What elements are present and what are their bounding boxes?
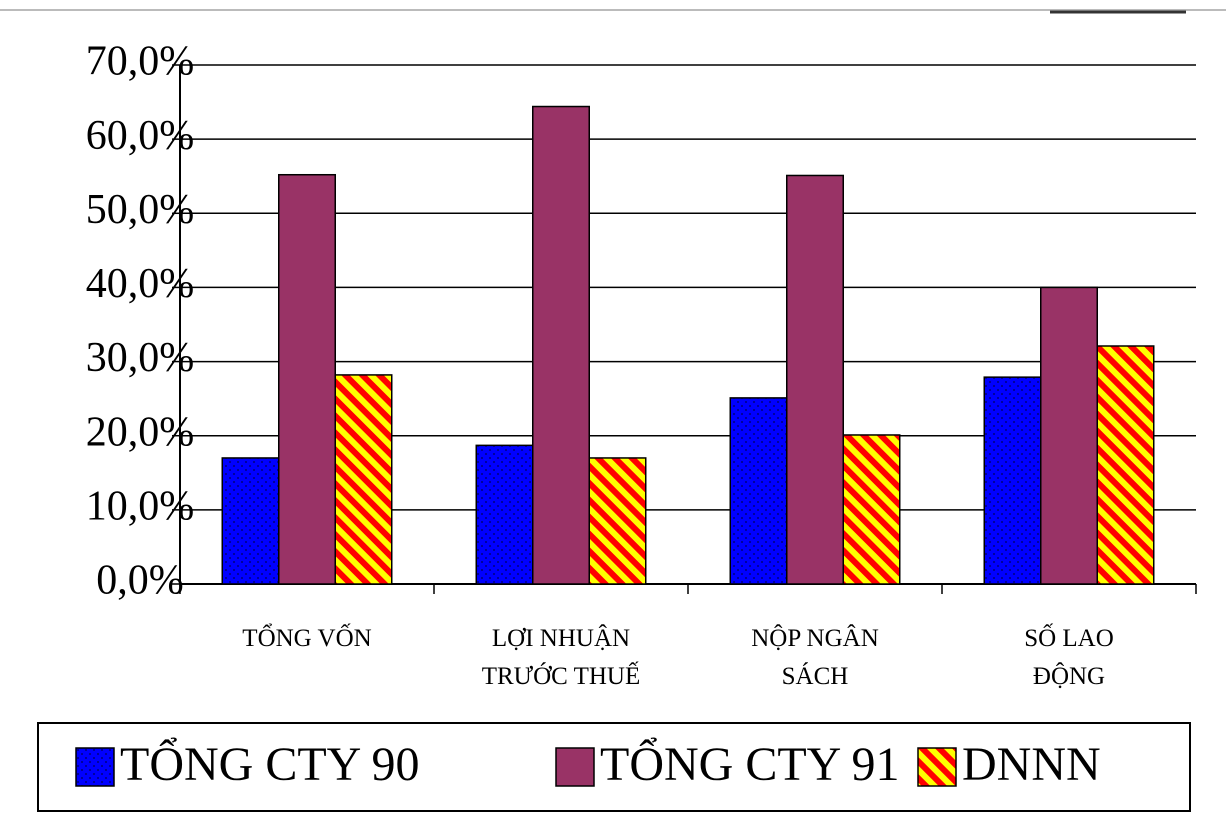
y-tick-label: 70,0%	[86, 39, 195, 85]
legend-swatch	[555, 747, 595, 787]
y-tick-label: 10,0%	[86, 483, 195, 529]
x-tick-label: LỢI NHUẬN TRƯỚC THUẾ	[481, 625, 641, 690]
y-tick-label: 40,0%	[86, 261, 195, 307]
bar	[475, 444, 534, 585]
y-tick-label: 0,0%	[96, 558, 184, 604]
bar	[221, 457, 280, 585]
bar	[588, 457, 647, 585]
bar	[842, 434, 901, 585]
bar	[1040, 286, 1098, 585]
bar	[532, 105, 590, 585]
legend-box	[37, 722, 1191, 812]
bar	[1096, 345, 1155, 585]
x-tick-label: SỐ LAO ĐỘNG	[1024, 625, 1114, 690]
x-tick-label: NỘP NGÂN SÁCH	[751, 625, 879, 690]
bar	[786, 174, 844, 585]
bar	[729, 397, 788, 585]
y-tick-label: 50,0%	[86, 187, 195, 233]
y-tick-label: 20,0%	[86, 409, 195, 455]
legend-swatch	[917, 747, 957, 787]
legend-label: TỔNG CTY 90	[120, 735, 420, 791]
bar	[278, 173, 336, 585]
legend-swatch	[75, 747, 115, 787]
legend-label: TỔNG CTY 91	[600, 735, 900, 791]
x-tick-label: TỔNG VỐN	[242, 625, 372, 652]
y-tick-label: 30,0%	[86, 335, 195, 381]
legend-label: DNNN	[962, 738, 1101, 791]
bar	[334, 374, 393, 585]
y-tick-label: 60,0%	[86, 113, 195, 159]
bar	[983, 376, 1042, 585]
